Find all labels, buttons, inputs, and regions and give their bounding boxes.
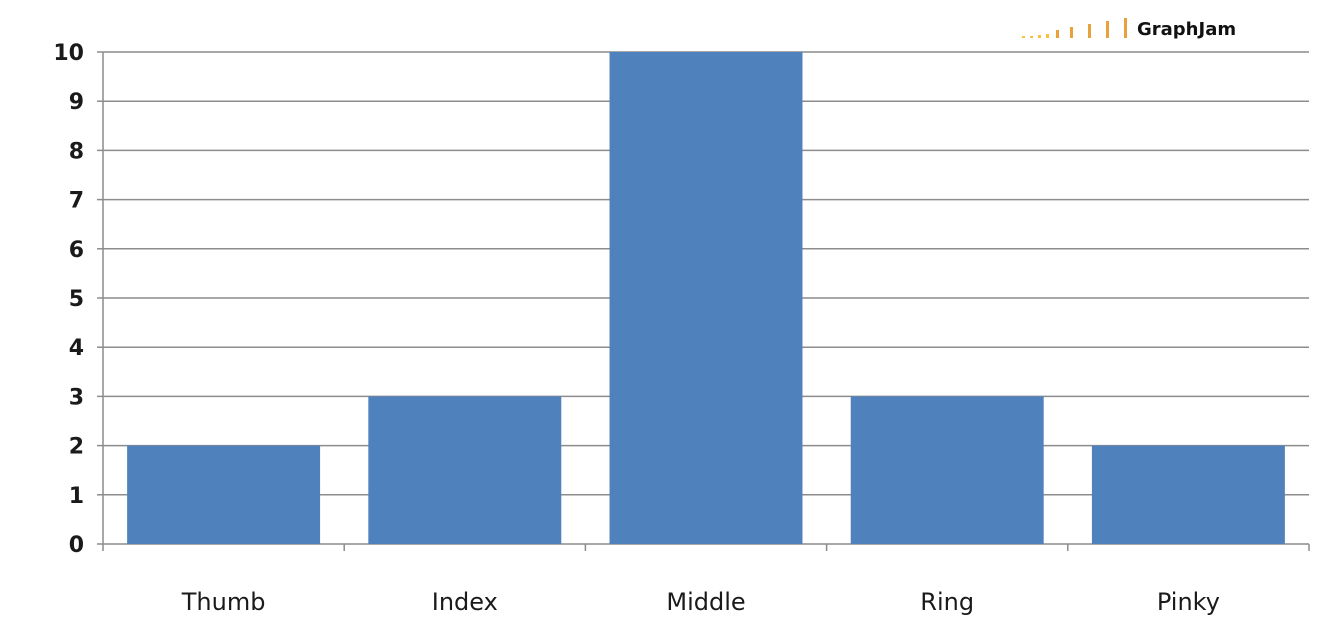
bar-pinky: [1091, 445, 1285, 544]
graphjam-label: GraphJam: [1137, 19, 1236, 40]
logo-bar-2: [1038, 35, 1041, 38]
bars: [127, 52, 1285, 544]
graphjam-logo-icon: [1022, 18, 1127, 38]
logo-bar-3: [1046, 34, 1049, 38]
logo-bar-0: [1022, 36, 1025, 38]
y-tick-label-2: 2: [69, 435, 84, 460]
logo-bar-5: [1070, 27, 1073, 38]
bar-ring: [850, 396, 1044, 544]
logo-bar-6: [1088, 24, 1091, 38]
x-tick-labels: Thumb Index Middle Ring Pinky: [181, 588, 1220, 616]
x-tick-label-index: Index: [432, 588, 498, 616]
y-tick-label-6: 6: [69, 238, 84, 263]
bar-index: [368, 396, 562, 544]
y-tick-label-3: 3: [69, 385, 84, 410]
logo-bar-8: [1124, 18, 1127, 38]
logo-bar-4: [1056, 30, 1059, 38]
y-tick-label-1: 1: [69, 484, 84, 509]
y-tick-label-8: 8: [69, 139, 84, 164]
y-tick-label-5: 5: [69, 287, 84, 312]
y-tick-label-4: 4: [69, 336, 84, 361]
logo-bar-1: [1030, 36, 1033, 38]
y-tick-label-0: 0: [69, 533, 84, 558]
x-tick-label-middle: Middle: [666, 588, 745, 616]
y-tick-label-10: 10: [53, 41, 84, 66]
bar-middle: [609, 52, 803, 544]
y-tick-label-9: 9: [69, 90, 84, 115]
logo-bar-7: [1106, 21, 1109, 38]
bar-thumb: [127, 445, 321, 544]
x-tick-label-ring: Ring: [920, 588, 974, 616]
x-tick-label-thumb: Thumb: [181, 588, 266, 616]
y-tick-label-7: 7: [69, 189, 84, 214]
y-tick-labels: 0 1 2 3 4 5 6 7 8 9 10: [53, 41, 84, 558]
x-tick-label-pinky: Pinky: [1157, 588, 1220, 616]
graphjam-watermark: GraphJam: [1022, 18, 1236, 40]
